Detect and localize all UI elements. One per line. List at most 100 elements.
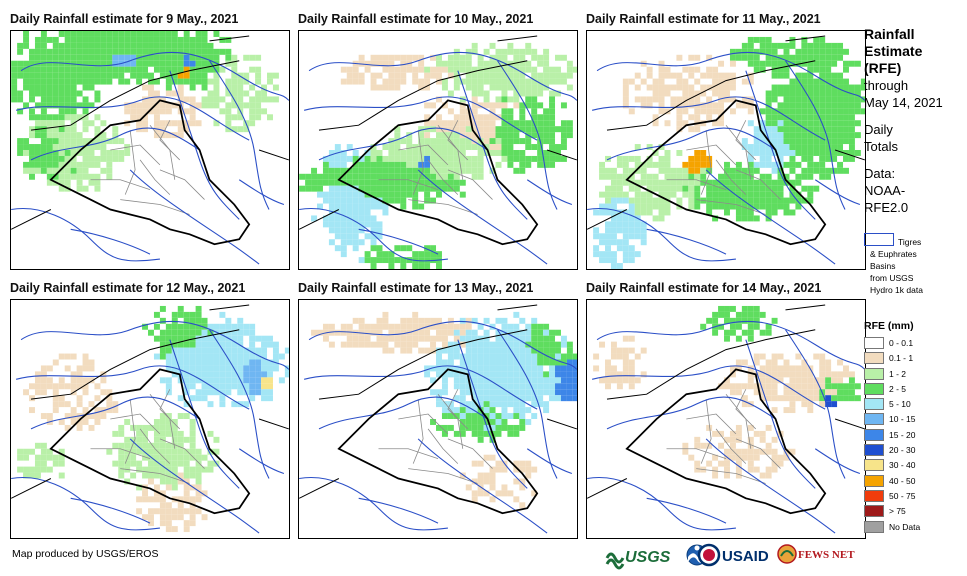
rainfall-cell xyxy=(465,132,472,139)
rainfall-cell xyxy=(525,126,532,133)
iraq-boundary xyxy=(337,99,539,246)
rainfall-cell xyxy=(112,401,119,408)
rainfall-cell xyxy=(700,84,707,91)
rainfall-cell xyxy=(189,48,196,55)
rainfall-cell xyxy=(801,167,808,174)
rainfall-cell xyxy=(453,161,460,168)
rainfall-cell xyxy=(765,144,772,150)
rainfall-cell xyxy=(537,341,544,348)
rainfall-cell xyxy=(489,383,496,390)
rainfall-cell xyxy=(237,335,244,342)
rainfall-cell xyxy=(112,54,119,61)
province-boundary xyxy=(378,448,439,460)
rainfall-cell xyxy=(519,383,526,390)
rainfall-map xyxy=(586,299,866,539)
rainfall-cell xyxy=(159,335,166,342)
rainfall-cell xyxy=(394,155,401,162)
rainfall-cell xyxy=(52,114,59,121)
rainfall-cell xyxy=(441,377,448,384)
rainfall-cell xyxy=(148,508,154,515)
rainfall-cell xyxy=(136,120,143,127)
rainfall-cell xyxy=(783,179,790,186)
rainfall-cell xyxy=(183,389,190,396)
rainfall-cell xyxy=(394,335,401,342)
rainfall-cell xyxy=(346,72,353,79)
rainfall-cell xyxy=(483,430,490,437)
rainfall-cell xyxy=(664,66,671,73)
rainfall-cell xyxy=(501,126,508,133)
rainfall-cell xyxy=(771,84,778,91)
rainfall-cell xyxy=(628,209,635,216)
rainfall-cell xyxy=(537,371,544,378)
rainfall-cell xyxy=(352,155,359,162)
rainfall-cell xyxy=(40,48,47,55)
rainfall-cell xyxy=(136,436,143,443)
rainfall-cell xyxy=(831,120,838,127)
rainfall-cell xyxy=(58,185,65,192)
rainfall-cell xyxy=(471,42,478,49)
rainfall-cell xyxy=(759,120,766,127)
rainfall-cell xyxy=(837,90,844,97)
rainfall-cell xyxy=(441,341,448,348)
rainfall-cell xyxy=(165,478,172,485)
basin-outline xyxy=(606,127,776,161)
rainfall-cell xyxy=(165,329,172,336)
rainfall-cell xyxy=(706,114,713,121)
rainfall-cell xyxy=(724,335,730,342)
rainfall-cell xyxy=(652,179,659,186)
rainfall-cell xyxy=(29,383,35,390)
rainfall-cell xyxy=(136,114,143,121)
rainfall-cell xyxy=(195,31,202,37)
rainfall-cell xyxy=(712,66,719,73)
rainfall-cell xyxy=(447,54,454,61)
legend-row: 40 - 50 xyxy=(864,474,964,489)
rainfall-cell xyxy=(700,72,707,79)
rainfall-cell xyxy=(501,48,508,55)
rainfall-cell xyxy=(676,72,683,79)
rainfall-cell xyxy=(837,42,844,49)
rainfall-cell xyxy=(340,233,347,240)
rainfall-cell xyxy=(471,155,478,162)
rainfall-cell xyxy=(471,430,478,437)
rainfall-cell xyxy=(537,395,544,402)
rainfall-cell xyxy=(622,197,629,204)
rainfall-cell xyxy=(148,108,154,115)
rainfall-cell xyxy=(795,371,802,378)
rainfall-cell xyxy=(441,430,448,437)
rainfall-cell xyxy=(165,60,172,67)
rainfall-cell xyxy=(616,371,623,378)
map-title-line: (RFE) xyxy=(864,60,902,76)
rainfall-cell xyxy=(189,442,196,449)
rainfall-cell xyxy=(525,407,532,414)
rainfall-cell xyxy=(501,353,508,360)
rainfall-cell xyxy=(729,72,736,79)
rainfall-cell xyxy=(825,395,832,402)
rainfall-cell xyxy=(646,161,653,168)
rainfall-cell xyxy=(400,197,407,204)
rainfall-cell xyxy=(501,155,508,162)
rainfall-cell xyxy=(364,185,371,192)
rainfall-cell xyxy=(495,138,502,145)
rainfall-cell xyxy=(741,311,748,318)
rainfall-cell xyxy=(495,424,502,431)
rainfall-cell xyxy=(747,173,754,180)
rainfall-cell xyxy=(34,144,41,150)
rainfall-cell xyxy=(23,150,30,156)
rainfall-cell xyxy=(142,454,149,461)
rainfall-cell xyxy=(495,413,502,419)
rainfall-cell xyxy=(153,424,160,431)
rainfall-map xyxy=(586,30,866,270)
rainfall-cell xyxy=(328,329,335,336)
rainfall-cell xyxy=(382,251,389,258)
rainfall-cell xyxy=(593,245,600,252)
rainfall-cell xyxy=(46,144,53,150)
rainfall-cell xyxy=(765,114,772,121)
rainfall-cell xyxy=(712,84,719,91)
rainfall-cell xyxy=(29,161,35,168)
rainfall-cell xyxy=(605,371,611,378)
rainfall-cell xyxy=(501,413,508,419)
rainfall-cell xyxy=(483,335,490,342)
legend-swatch xyxy=(864,489,884,502)
rainfall-cell xyxy=(70,102,77,109)
rainfall-cell xyxy=(58,401,65,408)
